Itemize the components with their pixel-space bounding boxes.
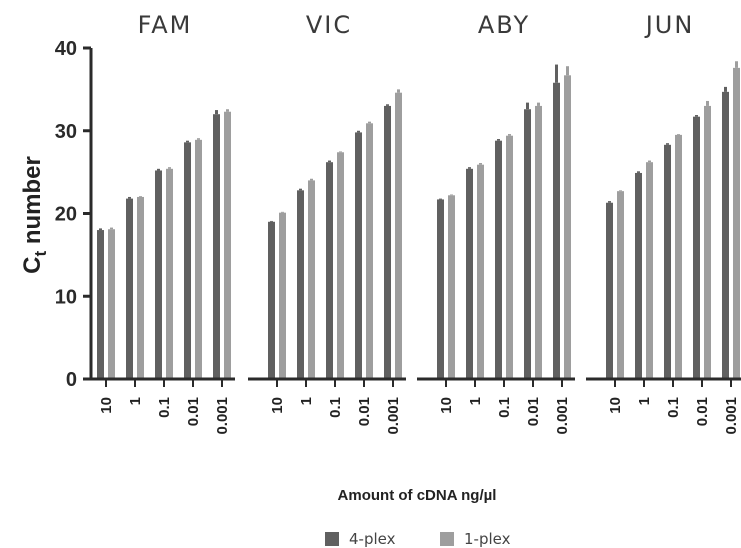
y-axis-label-rest: number xyxy=(19,156,46,251)
bar-1-plex xyxy=(617,191,624,379)
panel-aby xyxy=(437,64,571,380)
x-axis: 10 1 0.1 0.01 0.001 10 1 0.1 0.01 0.001 10 1 0.1 0.01… xyxy=(91,377,741,435)
bar-1-plex xyxy=(448,195,455,379)
bar-4-plex xyxy=(635,172,642,379)
bar-4-plex xyxy=(97,230,104,379)
legend-swatch-1-plex xyxy=(440,532,454,546)
bar-1-plex xyxy=(279,212,286,379)
bar-4-plex xyxy=(384,105,391,380)
x-tick-label: 0.001 xyxy=(385,397,402,435)
x-tick-label: 10 xyxy=(98,397,115,414)
bar-1-plex xyxy=(224,111,231,379)
bar-4-plex xyxy=(184,142,191,379)
legend: 4-plex 1-plex xyxy=(325,530,511,548)
legend-label-1-plex: 1-plex xyxy=(464,530,511,548)
x-tick-label: 0.001 xyxy=(214,397,231,435)
y-tick-label: 30 xyxy=(55,121,77,143)
bar-1-plex xyxy=(675,134,682,379)
x-tick-label: 0.1 xyxy=(156,397,173,418)
x-tick-label: 10 xyxy=(438,397,455,414)
y-tick-label: 10 xyxy=(55,286,77,308)
y-tick-label: 20 xyxy=(55,204,77,226)
x-tick-label: 0.001 xyxy=(723,397,740,435)
x-tick-label: 0.1 xyxy=(327,397,344,418)
x-axis-label: Amount of cDNA ng/µl xyxy=(338,487,497,504)
panel-title: FAM xyxy=(138,11,193,39)
bar-1-plex xyxy=(535,105,542,380)
bar-1-plex xyxy=(308,180,315,379)
panel-title: JUN xyxy=(644,11,695,39)
bar-4-plex xyxy=(268,221,275,379)
bar-1-plex xyxy=(564,75,571,380)
x-tick-label: 0.01 xyxy=(356,397,373,426)
x-tick-label: 1 xyxy=(467,397,484,405)
bar-4-plex xyxy=(155,170,162,379)
bar-1-plex xyxy=(704,105,711,380)
panel-fam xyxy=(97,109,231,379)
y-axis-label: Ct number xyxy=(19,156,50,274)
y-tick-label: 0 xyxy=(66,369,77,391)
bar-4-plex xyxy=(466,168,473,379)
bar-1-plex xyxy=(506,135,513,379)
bar-1-plex xyxy=(646,162,653,379)
x-tick-label: 0.1 xyxy=(496,397,513,418)
bar-4-plex xyxy=(326,162,333,379)
panel-titles: FAM VIC ABY JUN xyxy=(138,11,695,39)
panel-title: ABY xyxy=(478,11,530,39)
y-axis: 0 10 20 30 40 xyxy=(55,38,93,391)
x-tick-label: 0.01 xyxy=(525,397,542,426)
bar-4-plex xyxy=(213,114,220,379)
bar-1-plex xyxy=(195,139,202,379)
legend-label-4-plex: 4-plex xyxy=(349,530,396,548)
x-tick-label: 0.01 xyxy=(694,397,711,426)
x-tick-label: 1 xyxy=(127,397,144,405)
bar-4-plex xyxy=(606,202,613,379)
bar-4-plex xyxy=(553,82,560,379)
bar-1-plex xyxy=(337,152,344,379)
bar-1-plex xyxy=(166,168,173,379)
bar-4-plex xyxy=(722,91,729,380)
x-tick-label: 10 xyxy=(607,397,624,414)
x-tick-label: 10 xyxy=(269,397,286,414)
panel-title: VIC xyxy=(306,11,352,39)
x-tick-label: 1 xyxy=(636,397,653,405)
bar-1-plex xyxy=(733,67,740,380)
y-axis-label-main: C xyxy=(19,257,46,274)
bar-1-plex xyxy=(366,123,373,380)
bar-4-plex xyxy=(693,116,700,380)
bars xyxy=(97,61,740,380)
y-tick-label: 40 xyxy=(55,38,77,60)
bar-1-plex xyxy=(477,164,484,379)
x-tick-label: 0.01 xyxy=(185,397,202,426)
bar-4-plex xyxy=(437,199,444,379)
x-tick-label: 1 xyxy=(298,397,315,405)
bar-4-plex xyxy=(495,140,502,379)
bar-4-plex xyxy=(355,132,362,379)
bar-4-plex xyxy=(664,144,671,379)
x-tick-label: 0.1 xyxy=(665,397,682,418)
bar-4-plex xyxy=(524,109,531,380)
panel-jun xyxy=(606,61,740,380)
bar-1-plex xyxy=(108,229,115,379)
x-tick-label: 0.001 xyxy=(554,397,571,435)
bar-1-plex xyxy=(395,92,402,379)
legend-swatch-4-plex xyxy=(325,532,339,546)
bar-1-plex xyxy=(137,196,144,379)
panel-vic xyxy=(268,89,402,380)
bar-4-plex xyxy=(297,190,304,379)
bar-4-plex xyxy=(126,198,133,379)
y-axis-label-subscript: t xyxy=(31,251,50,257)
